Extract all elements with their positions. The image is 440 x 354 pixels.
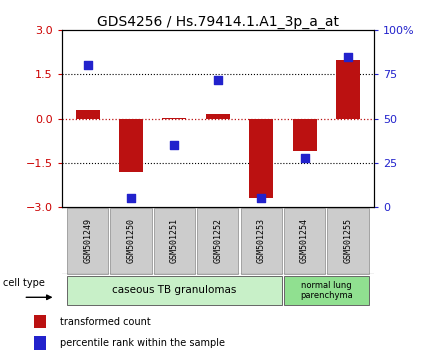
Bar — [34, 336, 46, 350]
Text: GSM501251: GSM501251 — [170, 218, 179, 263]
Point — [84, 63, 91, 68]
Bar — [76, 110, 99, 119]
Bar — [162, 118, 187, 119]
Bar — [249, 119, 273, 198]
Bar — [197, 208, 238, 274]
Point — [301, 155, 308, 160]
Text: transformed count: transformed count — [60, 317, 151, 327]
Text: caseous TB granulomas: caseous TB granulomas — [112, 285, 237, 295]
Bar — [154, 208, 195, 274]
Text: percentile rank within the sample: percentile rank within the sample — [60, 338, 225, 348]
Bar — [327, 208, 369, 274]
Point — [345, 54, 352, 59]
Text: normal lung
parenchyma: normal lung parenchyma — [300, 281, 352, 300]
Text: cell type: cell type — [3, 278, 45, 288]
Text: GSM501252: GSM501252 — [213, 218, 222, 263]
Point — [258, 195, 265, 201]
Bar — [206, 114, 230, 119]
Bar — [336, 59, 360, 119]
Point — [214, 77, 221, 82]
Text: GSM501253: GSM501253 — [257, 218, 266, 263]
Bar — [110, 208, 152, 274]
Bar — [284, 276, 369, 304]
Bar — [241, 208, 282, 274]
Bar — [284, 208, 325, 274]
Text: GSM501254: GSM501254 — [300, 218, 309, 263]
Text: GSM501255: GSM501255 — [344, 218, 352, 263]
Text: GSM501249: GSM501249 — [83, 218, 92, 263]
Text: GSM501250: GSM501250 — [127, 218, 136, 263]
Bar — [67, 276, 282, 304]
Point — [171, 142, 178, 148]
Bar — [67, 208, 108, 274]
Bar — [119, 119, 143, 172]
Bar — [293, 119, 316, 151]
Point — [128, 195, 135, 201]
Title: GDS4256 / Hs.79414.1.A1_3p_a_at: GDS4256 / Hs.79414.1.A1_3p_a_at — [97, 15, 339, 29]
Bar — [34, 315, 46, 329]
